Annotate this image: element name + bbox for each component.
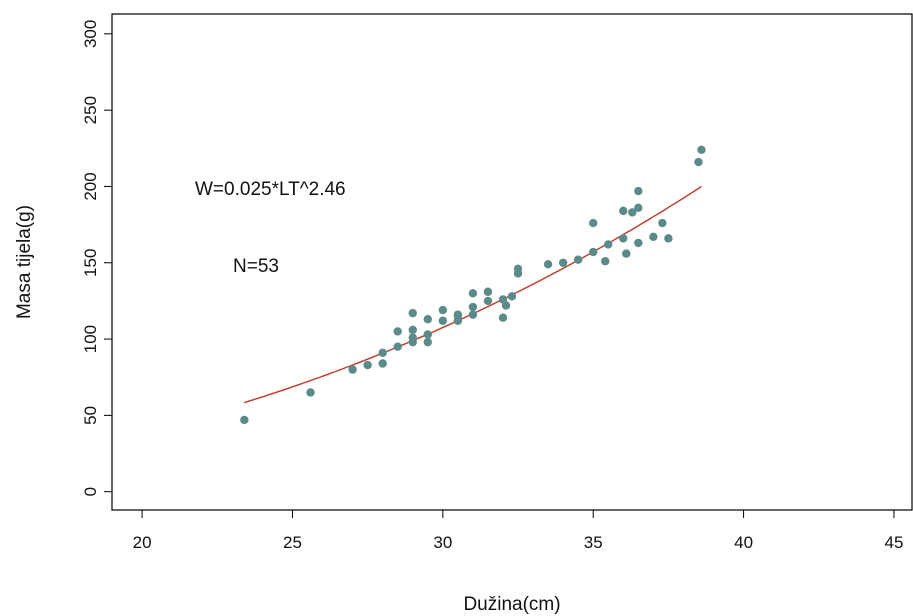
data-point [363, 360, 372, 370]
x-tick-label: 30 [433, 533, 452, 552]
data-point [483, 287, 493, 296]
data-point [558, 258, 568, 267]
data-points [240, 145, 706, 425]
data-point [423, 330, 432, 339]
x-axis: 20 25 30 35 40 45 [133, 510, 903, 552]
data-point [622, 249, 631, 258]
plot-frame [111, 13, 913, 511]
data-point [658, 218, 667, 228]
data-point [468, 289, 478, 298]
data-point [468, 310, 478, 319]
y-tick-label: 0 [81, 487, 100, 496]
data-point [393, 342, 402, 351]
data-point [423, 315, 432, 324]
annotation-n: N=53 [233, 256, 279, 277]
x-tick-label: 45 [884, 533, 903, 552]
data-point [498, 313, 508, 322]
data-point [348, 365, 357, 374]
x-tick-label: 25 [283, 533, 302, 552]
y-tick-label: 100 [81, 325, 100, 353]
y-tick-label: 150 [81, 249, 100, 277]
data-point [634, 186, 643, 196]
data-point [589, 218, 598, 228]
data-point [694, 157, 703, 167]
y-tick-label: 300 [81, 20, 100, 48]
data-point [501, 301, 511, 310]
data-point [408, 325, 417, 335]
data-point [438, 305, 448, 315]
x-tick-label: 20 [133, 533, 152, 552]
data-point [628, 208, 637, 217]
data-point [453, 310, 463, 319]
annotation-equation: W=0.025*LT^2.46 [195, 179, 346, 200]
x-tick-label: 40 [734, 533, 753, 552]
data-point [378, 359, 387, 368]
data-point [634, 238, 643, 248]
y-tick-label: 250 [81, 96, 100, 124]
data-point [604, 240, 613, 249]
y-tick-label: 200 [81, 172, 100, 200]
data-point [408, 333, 417, 342]
y-tick-label: 50 [81, 406, 100, 425]
data-point [543, 260, 553, 269]
data-point [438, 316, 448, 325]
data-point [664, 234, 673, 243]
data-point [589, 247, 598, 257]
data-point [697, 145, 706, 155]
data-point [601, 257, 610, 266]
x-tick-label: 35 [584, 533, 603, 552]
data-point [634, 203, 643, 213]
data-point [619, 234, 628, 243]
data-point [507, 292, 517, 301]
data-point [468, 302, 478, 312]
y-axis: 0 50 100 150 200 250 300 [81, 20, 112, 496]
data-point [306, 388, 315, 397]
x-axis-title: Dužina(cm) [463, 594, 560, 615]
data-point [649, 232, 658, 242]
y-axis-title: Masa tijela(g) [14, 205, 35, 319]
data-point [408, 308, 417, 318]
data-point [393, 327, 402, 336]
data-point [513, 264, 523, 274]
data-point [483, 296, 493, 306]
data-point [240, 415, 249, 425]
data-point [378, 348, 387, 358]
data-point [423, 337, 432, 347]
data-point [619, 206, 628, 216]
data-point [573, 255, 583, 264]
